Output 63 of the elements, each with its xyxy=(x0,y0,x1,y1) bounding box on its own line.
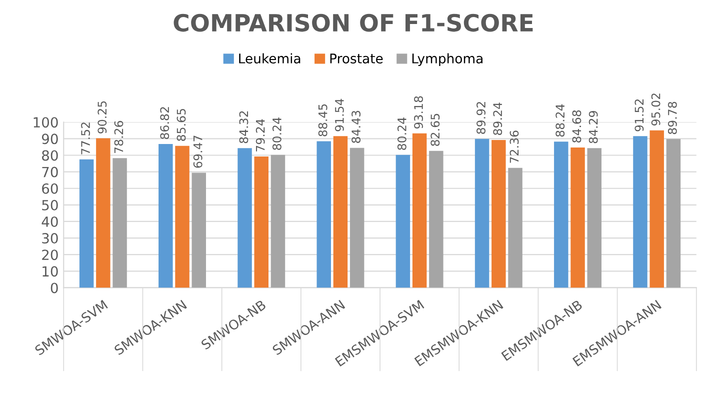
bar xyxy=(666,139,681,288)
bar xyxy=(429,150,444,288)
bar xyxy=(112,158,127,288)
bar xyxy=(474,138,490,288)
bar xyxy=(350,148,364,288)
bar xyxy=(96,138,110,288)
bar xyxy=(254,156,268,288)
legend-label: Leukemia xyxy=(239,53,300,64)
data-label: 89.24 xyxy=(493,102,502,135)
legend-label: Prostate xyxy=(330,54,383,64)
data-label: 69.47 xyxy=(193,136,202,168)
data-label: 78.26 xyxy=(114,120,124,153)
data-label: 88.45 xyxy=(318,104,328,136)
y-tick-label: 40 xyxy=(42,216,58,227)
data-label: 91.52 xyxy=(634,99,644,132)
data-label: 80.24 xyxy=(272,118,282,150)
data-label: 84.68 xyxy=(572,110,582,143)
data-label: 88.24 xyxy=(556,104,565,137)
bar xyxy=(508,168,522,288)
y-tick-label: 100 xyxy=(34,117,58,128)
bar xyxy=(158,144,173,288)
bar xyxy=(412,133,427,288)
bar xyxy=(238,148,252,288)
data-label: 91.54 xyxy=(334,98,344,132)
bar xyxy=(333,136,348,288)
y-tick-label: 70 xyxy=(42,166,58,178)
data-label: 95.02 xyxy=(651,94,660,126)
y-tick-label: 10 xyxy=(42,266,58,277)
bar xyxy=(396,154,410,288)
bar xyxy=(270,154,286,288)
data-label: 79.24 xyxy=(256,119,265,152)
bar xyxy=(633,136,648,288)
chart-title: COMPARISON OF F1-SCORE xyxy=(174,14,533,32)
bar xyxy=(570,148,585,288)
data-label: 90.25 xyxy=(98,101,107,134)
bar xyxy=(587,148,602,288)
y-tick-label: 90 xyxy=(42,134,58,144)
data-label: 77.52 xyxy=(81,122,90,154)
legend-label: Lymphoma xyxy=(412,53,482,66)
y-tick-label: 50 xyxy=(42,200,58,210)
data-label: 84.32 xyxy=(239,111,248,144)
data-label: 89.92 xyxy=(476,102,486,134)
data-label: 84.43 xyxy=(352,110,360,143)
data-label: 72.36 xyxy=(510,130,519,163)
data-label: 85.65 xyxy=(176,108,186,141)
data-label: 93.18 xyxy=(414,96,423,129)
data-label: 82.65 xyxy=(430,114,440,146)
y-tick-label: 20 xyxy=(42,250,58,260)
y-tick-label: 0 xyxy=(50,282,58,294)
bar xyxy=(175,146,190,288)
bar xyxy=(650,130,664,288)
bar xyxy=(79,159,94,288)
data-label: 84.29 xyxy=(588,111,598,144)
bar xyxy=(192,172,206,288)
bar xyxy=(316,141,331,288)
data-label: 80.24 xyxy=(397,118,406,150)
data-label: 86.82 xyxy=(160,107,170,139)
bar xyxy=(554,142,568,288)
y-tick-label: 80 xyxy=(42,150,58,161)
bar xyxy=(492,140,506,288)
y-tick-label: 30 xyxy=(42,233,58,244)
data-label: 89.78 xyxy=(668,102,677,134)
y-tick-label: 60 xyxy=(42,183,58,194)
